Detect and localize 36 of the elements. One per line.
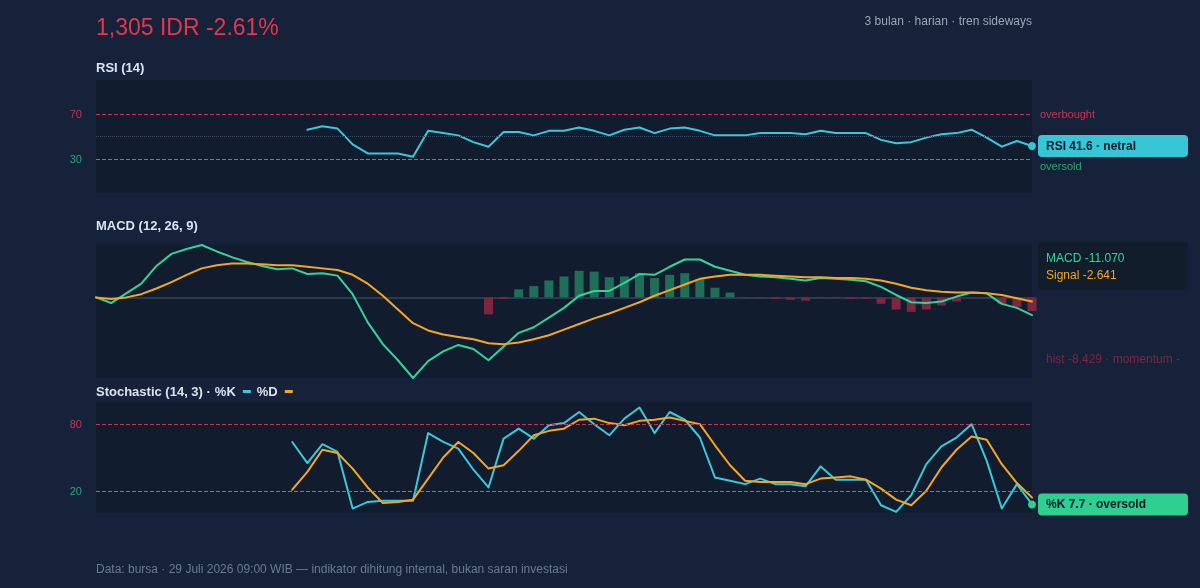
chart-title: Stochastic (14, 3) · xyxy=(96,384,211,399)
bar xyxy=(559,276,569,298)
bar xyxy=(634,273,644,298)
ref-line-label: overbought xyxy=(1040,107,1096,120)
y-tick-label: 30 xyxy=(69,153,82,166)
bar xyxy=(514,289,524,298)
bar xyxy=(484,297,494,315)
bar xyxy=(680,273,690,298)
text: 3 bulan · harian · tren sideways xyxy=(864,14,1032,28)
legend-label: %D xyxy=(256,384,278,399)
bar xyxy=(1027,297,1037,312)
bar xyxy=(574,270,584,298)
bar xyxy=(801,297,811,301)
bar xyxy=(876,297,886,304)
ref-line-label: oversold xyxy=(1040,159,1082,172)
text: hist -8.429 · momentum - xyxy=(1046,352,1181,366)
line-series xyxy=(291,416,1033,507)
bar xyxy=(695,278,705,298)
bar xyxy=(529,286,539,298)
bar xyxy=(785,297,795,300)
y-tick-label: 20 xyxy=(69,484,82,497)
text: Signal -2.641 xyxy=(1046,267,1118,282)
y-tick-label: 70 xyxy=(69,107,82,120)
legend-label: %K xyxy=(214,384,237,399)
text: 1,305 IDR -2.61% xyxy=(96,14,279,41)
y-tick-label: 80 xyxy=(69,418,82,431)
text: %K 7.7 · oversold xyxy=(1046,497,1147,512)
bar xyxy=(604,277,614,298)
text: RSI 41.6 · netral xyxy=(1046,138,1137,153)
bar xyxy=(544,280,554,298)
text: Data: bursa · 29 Juli 2026 09:00 WIB — indikator dihitung internal, bukan saran investasi xyxy=(96,562,568,576)
chart-title: RSI (14) xyxy=(96,60,145,75)
bar xyxy=(710,287,720,298)
bar xyxy=(891,297,901,310)
text: MACD -11.070 xyxy=(1046,250,1125,265)
chart-title: MACD (12, 26, 9) xyxy=(96,218,198,233)
